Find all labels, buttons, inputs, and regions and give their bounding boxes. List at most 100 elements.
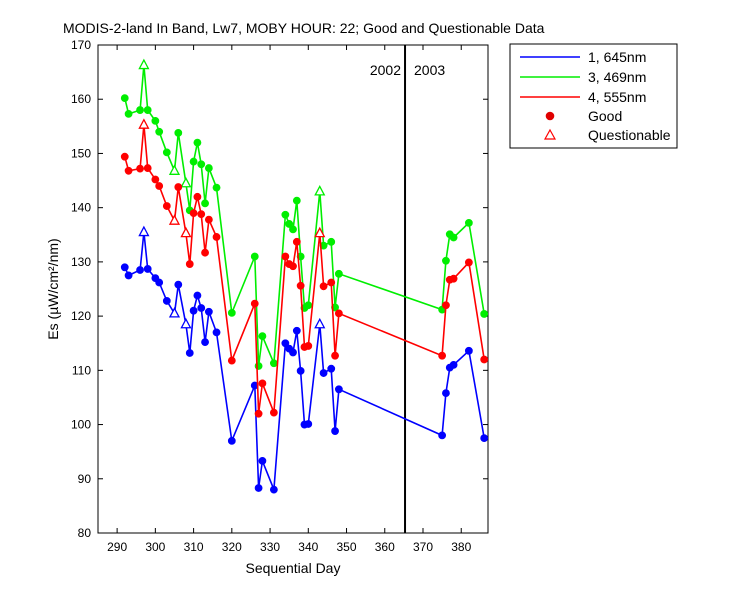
good-point (120, 94, 129, 103)
good-point (480, 310, 489, 318)
year-divider: 2002 2003 (370, 45, 445, 533)
legend-box (509, 43, 678, 149)
good-point (269, 485, 278, 494)
good-point (212, 233, 221, 241)
good-point (201, 338, 209, 347)
good-point (250, 299, 259, 308)
good-point (124, 166, 133, 175)
good-point (250, 252, 259, 261)
good-point (136, 164, 144, 173)
good-point (185, 349, 194, 357)
questionable-point (138, 225, 150, 237)
x-tick-label: 350 (337, 540, 357, 554)
good-point (464, 218, 473, 227)
good-point (327, 278, 336, 287)
good-point (193, 138, 202, 147)
good-point (331, 427, 339, 435)
x-tick-label: 330 (260, 540, 280, 554)
good-point (269, 359, 278, 368)
good-point (174, 128, 183, 137)
questionable-point (314, 185, 326, 196)
y-axis: 80 90 100 110 120 130 140 150 160 170 (71, 38, 488, 540)
y-tick-label: 150 (71, 146, 91, 160)
good-point (289, 225, 297, 234)
x-axis: 290 300 310 320 330 340 350 360 370 380 (107, 45, 472, 554)
year-label-2003: 2003 (414, 62, 445, 78)
good-point (319, 282, 328, 291)
good-point (289, 348, 297, 357)
good-point (304, 420, 313, 428)
questionable-point (180, 176, 192, 188)
questionable-point (180, 317, 192, 329)
good-point (189, 157, 198, 166)
y-tick-label: 170 (71, 38, 91, 52)
chart-title: MODIS-2-land In Band, Lw7, MOBY HOUR: 22… (63, 20, 545, 36)
x-tick-label: 380 (451, 540, 471, 554)
good-point (151, 175, 160, 184)
x-tick-label: 340 (298, 540, 318, 554)
x-tick-label: 290 (107, 540, 127, 554)
x-tick-label: 370 (413, 540, 433, 554)
good-point (296, 366, 305, 375)
good-point (285, 220, 294, 228)
good-point (136, 266, 144, 274)
good-point (201, 248, 209, 257)
good-point (442, 301, 450, 310)
questionable-point (168, 214, 181, 225)
good-point (464, 346, 473, 355)
good-point (331, 351, 339, 360)
legend-label-645nm: 1, 645nm (588, 49, 646, 65)
good-point (289, 262, 297, 271)
good-point (296, 281, 305, 290)
good-point (281, 252, 290, 261)
good-point (136, 106, 144, 114)
questionable-point (168, 307, 181, 318)
good-point (124, 271, 133, 280)
y-tick-label: 80 (78, 526, 92, 540)
good-point (204, 307, 213, 316)
good-point (304, 301, 313, 310)
good-point (174, 183, 183, 191)
good-point (151, 117, 160, 125)
plot-frame (97, 44, 489, 534)
good-point (480, 434, 489, 443)
good-point (212, 328, 221, 337)
good-point (197, 210, 206, 219)
legend-label-469nm: 3, 469nm (588, 69, 646, 85)
good-point (292, 326, 301, 335)
good-point (480, 355, 489, 364)
good-point (174, 280, 183, 289)
legend-good-marker-icon (545, 111, 555, 121)
good-point (292, 237, 301, 246)
questionable-point (168, 164, 181, 175)
good-point (185, 260, 194, 268)
good-point (449, 361, 458, 369)
good-point (258, 456, 267, 465)
series-layer (120, 58, 489, 494)
good-point (269, 408, 278, 417)
questionable-point (314, 226, 326, 238)
good-point (189, 306, 198, 315)
good-point (438, 351, 447, 360)
x-tick-label: 300 (145, 540, 165, 554)
year-label-2002: 2002 (370, 62, 401, 78)
good-point (143, 106, 152, 114)
good-point (334, 385, 343, 394)
good-point (155, 127, 164, 136)
good-point (124, 109, 133, 118)
good-point (292, 196, 301, 205)
questionable-point (180, 226, 192, 238)
y-tick-label: 110 (72, 363, 91, 377)
good-point (193, 291, 202, 300)
series-4-555nm (120, 118, 489, 418)
good-point (227, 308, 236, 317)
good-point (281, 339, 290, 348)
good-point (227, 356, 236, 365)
legend-label-good: Good (588, 108, 622, 124)
questionable-point (138, 58, 150, 70)
good-point (449, 274, 458, 283)
x-axis-label: Sequential Day (246, 560, 341, 576)
good-point (464, 258, 473, 267)
y-tick-label: 140 (71, 201, 91, 215)
